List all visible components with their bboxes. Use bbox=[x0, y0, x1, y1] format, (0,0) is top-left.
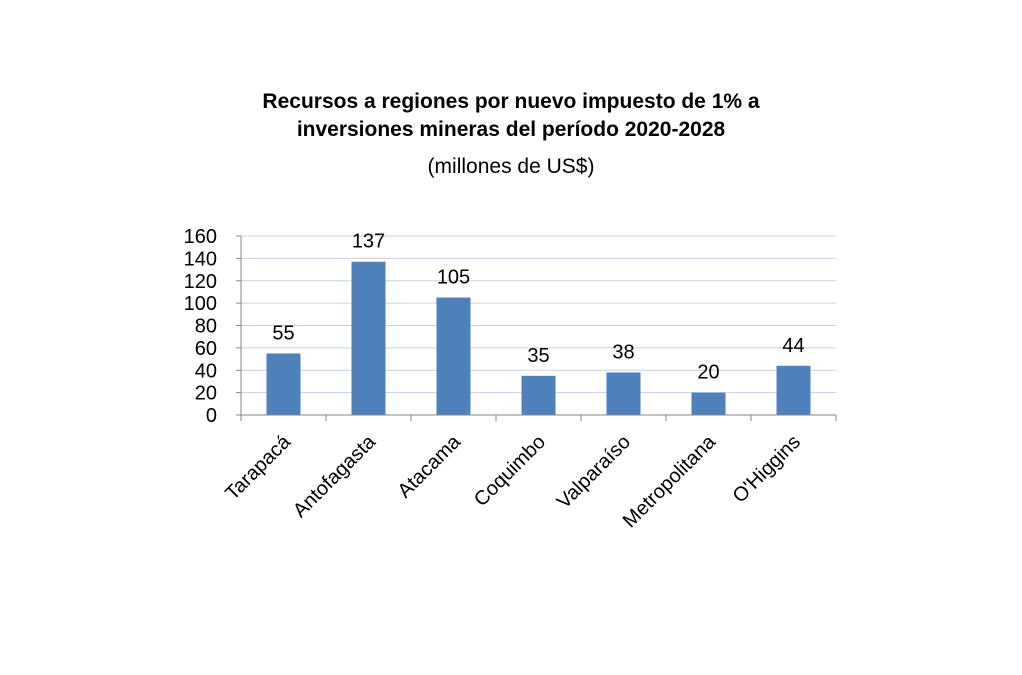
x-tick-label: Atacama bbox=[394, 430, 466, 502]
bar bbox=[691, 392, 726, 415]
chart-title-line-1: Recursos a regiones por nuevo impuesto d… bbox=[262, 90, 760, 113]
bar bbox=[351, 261, 386, 415]
x-tick-label: Antofagasta bbox=[289, 430, 381, 522]
x-tick-label: Valparaíso bbox=[553, 431, 635, 513]
y-tick-label: 160 bbox=[184, 226, 217, 248]
x-tick-label: Tarapacá bbox=[221, 430, 295, 504]
data-label: 38 bbox=[612, 341, 634, 363]
y-tick-label: 120 bbox=[184, 271, 217, 293]
data-label: 35 bbox=[527, 345, 549, 367]
y-tick-label: 140 bbox=[184, 248, 217, 270]
y-tick-label: 0 bbox=[206, 405, 217, 427]
bar bbox=[606, 372, 641, 415]
chart-title-line-2: inversiones mineras del período 2020-202… bbox=[296, 118, 726, 141]
x-tick-label: O'Higgins bbox=[729, 431, 805, 507]
y-tick-label: 80 bbox=[195, 316, 217, 338]
bar bbox=[776, 365, 811, 415]
y-tick-label: 100 bbox=[184, 293, 217, 315]
data-label: 44 bbox=[782, 335, 804, 357]
data-label: 55 bbox=[272, 322, 294, 344]
chart-subtitle: (millones de US$) bbox=[427, 155, 595, 178]
data-label: 137 bbox=[352, 231, 385, 253]
data-label: 20 bbox=[697, 362, 719, 384]
bar bbox=[521, 375, 556, 415]
y-tick-label: 20 bbox=[195, 383, 217, 405]
y-tick-label: 60 bbox=[195, 338, 217, 360]
bar bbox=[436, 297, 471, 415]
y-tick-label: 40 bbox=[195, 360, 217, 382]
x-tick-label: Coquimbo bbox=[470, 431, 550, 511]
bar bbox=[266, 353, 301, 415]
data-label: 105 bbox=[437, 267, 470, 289]
